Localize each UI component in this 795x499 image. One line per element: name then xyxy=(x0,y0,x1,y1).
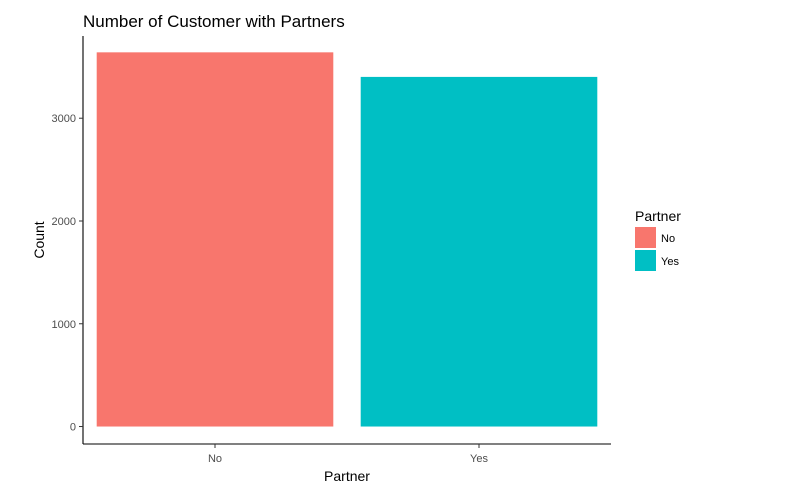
y-tick-label: 0 xyxy=(70,422,76,434)
legend-swatch-yes xyxy=(635,250,656,271)
legend-title: Partner xyxy=(635,208,681,224)
legend-label-yes: Yes xyxy=(661,256,679,268)
x-tick-label: No xyxy=(208,453,222,465)
y-ticks: 0 1000 2000 3000 xyxy=(52,113,83,434)
y-tick-label: 3000 xyxy=(52,113,76,125)
legend: Partner No Yes xyxy=(635,208,681,271)
y-tick-label: 2000 xyxy=(52,216,76,228)
y-axis-label: Count xyxy=(31,221,47,258)
legend-label-no: No xyxy=(661,233,675,245)
bar-no xyxy=(96,52,334,427)
y-tick-label: 1000 xyxy=(52,319,76,331)
bar-yes xyxy=(360,76,598,427)
x-ticks: No Yes xyxy=(208,444,488,465)
x-axis-label: Partner xyxy=(324,468,370,484)
x-tick-label: Yes xyxy=(470,453,488,465)
plot-area xyxy=(96,52,598,427)
legend-swatch-no xyxy=(635,227,656,248)
chart-title: Number of Customer with Partners xyxy=(83,12,345,31)
